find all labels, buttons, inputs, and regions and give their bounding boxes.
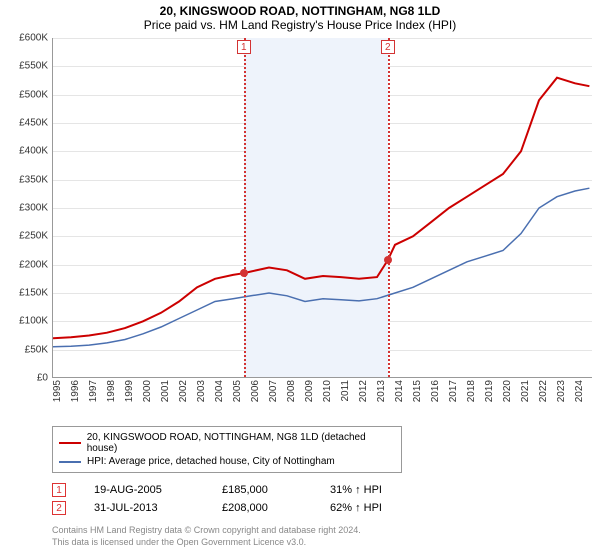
y-tick-label: £50K	[25, 344, 48, 355]
x-tick-label: 2008	[286, 380, 297, 402]
y-tick-label: £300K	[19, 203, 48, 214]
x-tick-label: 2010	[322, 380, 333, 402]
x-tick-label: 2017	[448, 380, 459, 402]
sale-hpi-2: 62% ↑ HPI	[330, 502, 410, 514]
x-tick-label: 2015	[412, 380, 423, 402]
footnote: Contains HM Land Registry data © Crown c…	[52, 525, 592, 548]
legend-item-hpi: HPI: Average price, detached house, City…	[59, 455, 395, 468]
y-tick-label: £550K	[19, 61, 48, 72]
x-tick-label: 2019	[484, 380, 495, 402]
legend: 20, KINGSWOOD ROAD, NOTTINGHAM, NG8 1LD …	[52, 426, 402, 473]
marker-box: 1	[237, 40, 251, 54]
x-tick-label: 2011	[340, 380, 351, 402]
x-tick-label: 2001	[160, 380, 171, 402]
x-axis: 1995199619971998199920002001200220032004…	[52, 378, 592, 398]
legend-label-property: 20, KINGSWOOD ROAD, NOTTINGHAM, NG8 1LD …	[87, 432, 395, 454]
sale-row-2: 2 31-JUL-2013 £208,000 62% ↑ HPI	[52, 499, 592, 517]
x-tick-label: 1997	[88, 380, 99, 402]
y-tick-label: £250K	[19, 231, 48, 242]
x-tick-label: 2000	[142, 380, 153, 402]
sale-date-2: 31-JUL-2013	[94, 502, 194, 514]
marker-dot	[240, 269, 248, 277]
legend-swatch-property	[59, 442, 81, 444]
y-tick-label: £450K	[19, 118, 48, 129]
y-tick-label: £200K	[19, 259, 48, 270]
marker-box: 2	[381, 40, 395, 54]
legend-swatch-hpi	[59, 461, 81, 463]
x-tick-label: 2016	[430, 380, 441, 402]
footnote-line2: This data is licensed under the Open Gov…	[52, 537, 592, 549]
x-tick-label: 2003	[196, 380, 207, 402]
y-tick-label: £100K	[19, 316, 48, 327]
x-tick-label: 2014	[394, 380, 405, 402]
footnote-line1: Contains HM Land Registry data © Crown c…	[52, 525, 592, 537]
y-tick-label: £600K	[19, 33, 48, 44]
sale-price-2: £208,000	[222, 502, 302, 514]
sale-marker-2: 2	[52, 501, 66, 515]
chart-area: £0 £50K £100K £150K £200K £250K £300K £350K £400…	[8, 38, 592, 398]
series-hpi	[53, 188, 589, 347]
x-tick-label: 2002	[178, 380, 189, 402]
x-tick-label: 2023	[556, 380, 567, 402]
sales-table: 1 19-AUG-2005 £185,000 31% ↑ HPI 2 31-JU…	[52, 481, 592, 517]
x-tick-label: 2020	[502, 380, 513, 402]
y-tick-label: £350K	[19, 174, 48, 185]
marker-dot	[384, 256, 392, 264]
x-tick-label: 1998	[106, 380, 117, 402]
sale-price-1: £185,000	[222, 484, 302, 496]
line-svg	[53, 38, 593, 378]
x-tick-label: 2007	[268, 380, 279, 402]
x-tick-label: 2004	[214, 380, 225, 402]
sale-marker-1: 1	[52, 483, 66, 497]
plot-area: 12	[52, 38, 592, 378]
chart-container: 20, KINGSWOOD ROAD, NOTTINGHAM, NG8 1LD …	[0, 0, 600, 556]
chart-subtitle: Price paid vs. HM Land Registry's House …	[8, 18, 592, 32]
x-tick-label: 2022	[538, 380, 549, 402]
x-tick-label: 2021	[520, 380, 531, 402]
x-tick-label: 2013	[376, 380, 387, 402]
x-tick-label: 1995	[52, 380, 63, 402]
x-tick-label: 2024	[574, 380, 585, 402]
chart-title: 20, KINGSWOOD ROAD, NOTTINGHAM, NG8 1LD	[8, 4, 592, 18]
y-tick-label: £400K	[19, 146, 48, 157]
y-tick-label: £0	[37, 373, 48, 384]
legend-item-property: 20, KINGSWOOD ROAD, NOTTINGHAM, NG8 1LD …	[59, 431, 395, 455]
x-tick-label: 2018	[466, 380, 477, 402]
x-tick-label: 2012	[358, 380, 369, 402]
y-axis: £0£50K£100K£150K£200K£250K£300K£350K£400…	[8, 38, 52, 378]
legend-label-hpi: HPI: Average price, detached house, City…	[87, 456, 335, 467]
y-tick-label: £500K	[19, 89, 48, 100]
marker-line	[244, 38, 246, 377]
sale-hpi-1: 31% ↑ HPI	[330, 484, 410, 496]
sale-row-1: 1 19-AUG-2005 £185,000 31% ↑ HPI	[52, 481, 592, 499]
x-tick-label: 2006	[250, 380, 261, 402]
y-tick-label: £150K	[19, 288, 48, 299]
sale-date-1: 19-AUG-2005	[94, 484, 194, 496]
x-tick-label: 1996	[70, 380, 81, 402]
x-tick-label: 2005	[232, 380, 243, 402]
x-tick-label: 1999	[124, 380, 135, 402]
x-tick-label: 2009	[304, 380, 315, 402]
marker-line	[388, 38, 390, 377]
